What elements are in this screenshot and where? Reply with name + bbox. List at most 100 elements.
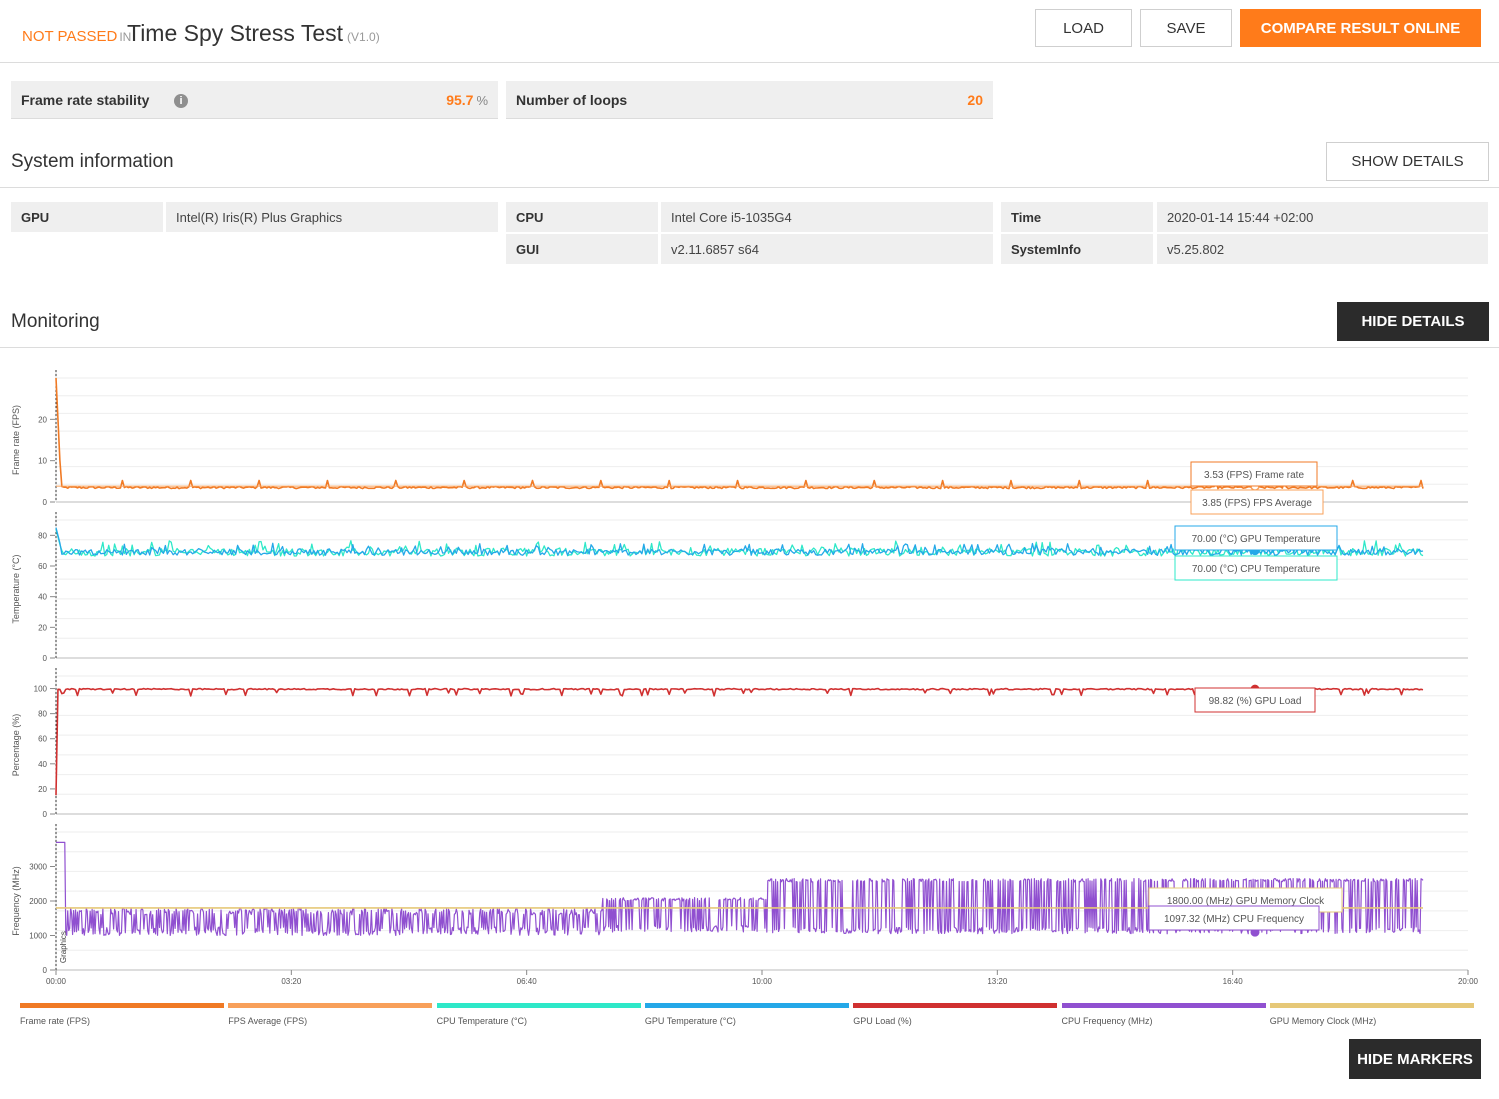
legend-label: GPU Load (%) [853,1016,912,1026]
tooltip-box [1174,555,1338,581]
status-in-text: IN [119,30,132,44]
legend-item[interactable]: GPU Memory Clock (MHz) [1269,1003,1474,1026]
legend-swatch [1061,1003,1266,1008]
y-tick-label: 0 [43,966,48,975]
hide-details-button[interactable]: HIDE DETAILS [1337,302,1489,341]
legend-label: CPU Frequency (MHz) [1061,1016,1153,1026]
tooltip-text: 3.85 (FPS) FPS Average [1202,498,1312,509]
stability-number: 95.7 [446,92,474,108]
y-tick-label: 40 [38,760,47,769]
frame-rate-stability-label: Frame rate stability [21,92,150,108]
cpu-key: CPU [506,202,658,232]
tooltip-box [1190,489,1324,515]
cpu-value: Intel Core i5-1035G4 [661,202,993,232]
load-button[interactable]: LOAD [1035,9,1132,47]
result-status: NOT PASSED IN [22,28,131,45]
monitoring-title: Monitoring [11,311,100,332]
legend-item[interactable]: GPU Load (%) [853,1003,1058,1026]
legend-item[interactable]: Frame rate (FPS) [20,1003,224,1026]
tooltip-text: 70.00 (°C) CPU Temperature [1192,564,1321,575]
system-information-title: System information [11,151,174,172]
legend-item[interactable]: CPU Temperature (°C) [436,1003,641,1026]
y-tick-label: 0 [43,654,48,663]
tooltip-text: 98.82 (%) GPU Load [1209,696,1302,707]
y-tick-label: 0 [43,810,48,819]
x-tick-label: 10:00 [752,977,773,986]
frame-rate-series [55,377,1424,490]
gui-key: GUI [506,234,658,264]
x-tick-label: 06:40 [517,977,538,986]
legend-item[interactable]: GPU Temperature (°C) [644,1003,849,1026]
graphics-marker-label: Graphics [59,931,68,963]
gpu-key: GPU [11,202,163,232]
y-tick-label: 60 [38,735,47,744]
time-value: 2020-01-14 15:44 +02:00 [1157,202,1488,232]
y-tick-label: 100 [34,685,48,694]
show-details-button[interactable]: SHOW DETAILS [1326,142,1489,181]
legend-item[interactable]: FPS Average (FPS) [228,1003,433,1026]
legend-swatch [853,1003,1058,1008]
x-tick-label: 00:00 [46,977,67,986]
monitoring-chart[interactable]: 0 10 20 Frame rate (FPS) 3.53 (FPS) Frame ra… [0,348,1499,993]
y-tick-label: 20 [38,785,47,794]
legend-label: GPU Memory Clock (MHz) [1269,1016,1377,1026]
y-tick-label: 20 [38,415,47,424]
system-divider [0,187,1499,188]
number-of-loops-panel: Number of loops 20 [506,81,993,119]
x-tick-label: 20:00 [1458,977,1479,986]
time-key: Time [1001,202,1153,232]
test-version: (V1.0) [347,30,380,44]
save-button[interactable]: SAVE [1140,9,1232,47]
frame-rate-stability-panel: Frame rate stability i 95.7% [11,81,498,119]
tooltip-box [1190,461,1318,487]
hide-markers-button[interactable]: HIDE MARKERS [1349,1039,1481,1079]
monitoring-divider [0,347,1499,348]
legend-label: Frame rate (FPS) [20,1016,91,1026]
y-axis-label: Percentage (%) [11,714,21,777]
tooltip-text: 1097.32 (MHz) CPU Frequency [1164,914,1304,925]
y-axis-label: Temperature (°C) [11,554,21,623]
legend-swatch [228,1003,433,1008]
legend-swatch [436,1003,641,1008]
y-tick-label: 3000 [29,863,47,872]
number-of-loops-label: Number of loops [516,92,628,108]
number-of-loops-value: 20 [967,92,983,108]
compare-result-online-button[interactable]: COMPARE RESULT ONLINE [1240,9,1481,47]
gpu-value: Intel(R) Iris(R) Plus Graphics [166,202,498,232]
legend-item[interactable]: CPU Frequency (MHz) [1061,1003,1266,1026]
x-tick-label: 03:20 [281,977,302,986]
systeminfo-value: v5.25.802 [1157,234,1488,264]
header-divider [0,62,1499,63]
test-name: Time Spy Stress Test [127,20,344,46]
page-title: Time Spy Stress Test (V1.0) [127,20,380,47]
y-axis-label: Frame rate (FPS) [11,405,21,475]
gui-value: v2.11.6857 s64 [661,234,993,264]
tooltip-text: 70.00 (°C) GPU Temperature [1192,534,1321,545]
y-tick-label: 0 [43,498,48,507]
tooltip-text: 1800.00 (MHz) GPU Memory Clock [1167,896,1325,907]
systeminfo-key: SystemInfo [1001,234,1153,264]
tooltip-text: 3.53 (FPS) Frame rate [1204,470,1304,481]
x-tick-label: 16:40 [1223,977,1244,986]
legend-swatch [20,1003,224,1008]
status-text: NOT PASSED [22,28,118,45]
y-axis-label: Frequency (MHz) [11,866,21,936]
legend-swatch [644,1003,849,1008]
legend-label: GPU Temperature (°C) [644,1016,736,1026]
frame-rate-stability-value: 95.7% [446,92,488,108]
tooltip-box [1148,905,1320,931]
y-tick-label: 20 [38,623,47,632]
y-tick-label: 2000 [29,897,47,906]
y-tick-label: 40 [38,593,47,602]
legend-label: CPU Temperature (°C) [436,1016,528,1026]
y-tick-label: 10 [38,457,47,466]
tooltip-box [1194,687,1316,713]
legend-swatch [1269,1003,1474,1008]
x-tick-label: 13:20 [987,977,1008,986]
legend-label: FPS Average (FPS) [228,1016,308,1026]
y-tick-label: 80 [38,710,47,719]
y-tick-label: 1000 [29,932,47,941]
info-icon[interactable]: i [174,94,188,108]
stability-unit: % [476,93,488,108]
y-tick-label: 80 [38,531,47,540]
